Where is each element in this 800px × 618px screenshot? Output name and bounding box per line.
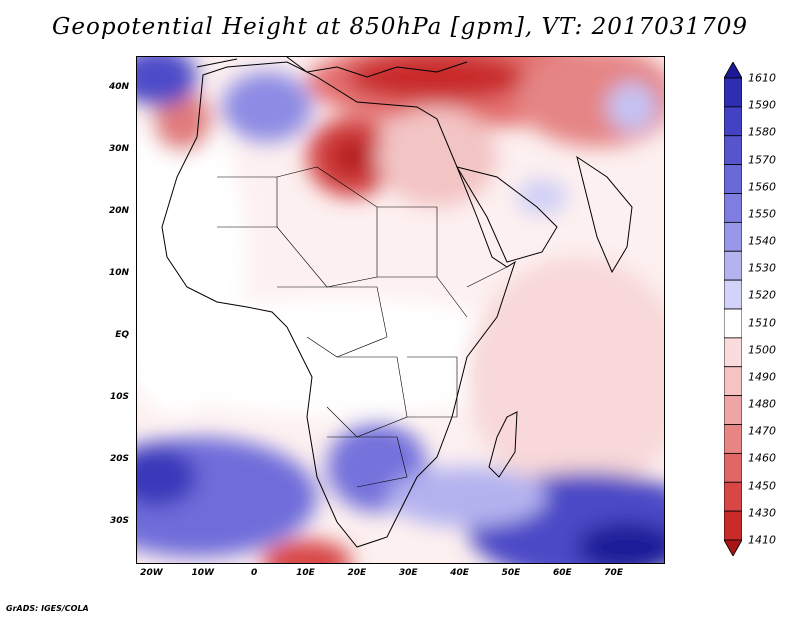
lon-tick-label: 20W <box>140 568 163 578</box>
lat-tick-label: 30S <box>109 515 129 526</box>
colorbar-level-label: 1500 <box>748 343 776 357</box>
lat-tick-label: EQ <box>115 329 129 340</box>
colorbar-box <box>724 193 742 223</box>
colorbar-level-label: 1540 <box>748 234 776 248</box>
lon-tick-label: 50E <box>501 568 521 578</box>
height-field <box>137 57 664 563</box>
colorbar-box <box>724 135 742 166</box>
lon-tick-label: 10E <box>296 568 315 578</box>
colorbar-level-label: 1470 <box>748 424 776 438</box>
colorbar-level-label: 1410 <box>748 533 776 547</box>
colorbar-box <box>724 279 742 310</box>
colorbar-level-label: 1570 <box>748 153 776 167</box>
colorbar-box <box>724 77 742 108</box>
colorbar-box <box>724 481 742 512</box>
map-title: Geopotential Height at 850hPa [gpm], VT:… <box>52 14 748 40</box>
colorbar-level-label: 1610 <box>748 71 776 85</box>
colorbar-level-label: 1480 <box>748 397 776 411</box>
lon-tick-label: 60E <box>552 568 572 578</box>
colorbar-level-label: 1460 <box>748 451 776 465</box>
credit-label: GrADS: IGES/COLA <box>6 604 89 613</box>
colorbar-box <box>724 221 742 252</box>
colorbar-level-label: 1560 <box>748 180 776 194</box>
colorbar-box <box>724 250 742 281</box>
lon-tick-label: 40E <box>450 568 469 578</box>
colorbar-level-label: 1510 <box>748 316 776 330</box>
lat-tick-label: 10S <box>109 391 129 402</box>
coastlines <box>161 57 633 548</box>
colorbar-box <box>724 106 742 137</box>
colorbar-box <box>724 337 742 368</box>
lon-tick-label: 0 <box>250 568 258 578</box>
country-borders <box>217 166 508 488</box>
colorbar-box <box>724 510 742 541</box>
lat-tick-label: 30N <box>108 143 129 154</box>
colorbar-level-label: 1520 <box>748 288 776 302</box>
colorbar <box>724 62 742 556</box>
colorbar-level-label: 1490 <box>748 370 776 384</box>
colorbar-box <box>724 424 742 454</box>
map-panel[interactable] <box>136 56 665 564</box>
lon-tick-label: 10W <box>191 568 214 578</box>
lat-tick-label: 20N <box>108 205 129 216</box>
map-canvas <box>137 57 664 563</box>
colorbar-level-label: 1530 <box>748 261 776 275</box>
colorbar-box <box>724 366 742 397</box>
colorbar-level-label: 1590 <box>748 98 776 112</box>
lon-tick-label: 20E <box>347 568 367 578</box>
south-atlantic-high <box>262 540 352 563</box>
lon-tick-label: 70E <box>604 568 623 578</box>
colorbar-level-label: 1580 <box>748 125 776 139</box>
colorbar-min-triangle <box>724 539 742 556</box>
colorbar-box <box>724 452 742 483</box>
lat-tick-label: 40N <box>108 81 129 92</box>
lat-tick-label: 10N <box>108 267 129 278</box>
colorbar-box <box>724 164 742 194</box>
colorbar-max-triangle <box>724 62 742 79</box>
colorbar-box <box>724 308 742 339</box>
colorbar-level-label: 1550 <box>748 207 776 221</box>
colorbar-box <box>724 395 742 425</box>
colorbar-level-label: 1450 <box>748 479 776 493</box>
lat-tick-label: 20S <box>109 453 129 464</box>
lon-tick-label: 30E <box>398 568 418 578</box>
colorbar-level-label: 1430 <box>748 506 776 520</box>
